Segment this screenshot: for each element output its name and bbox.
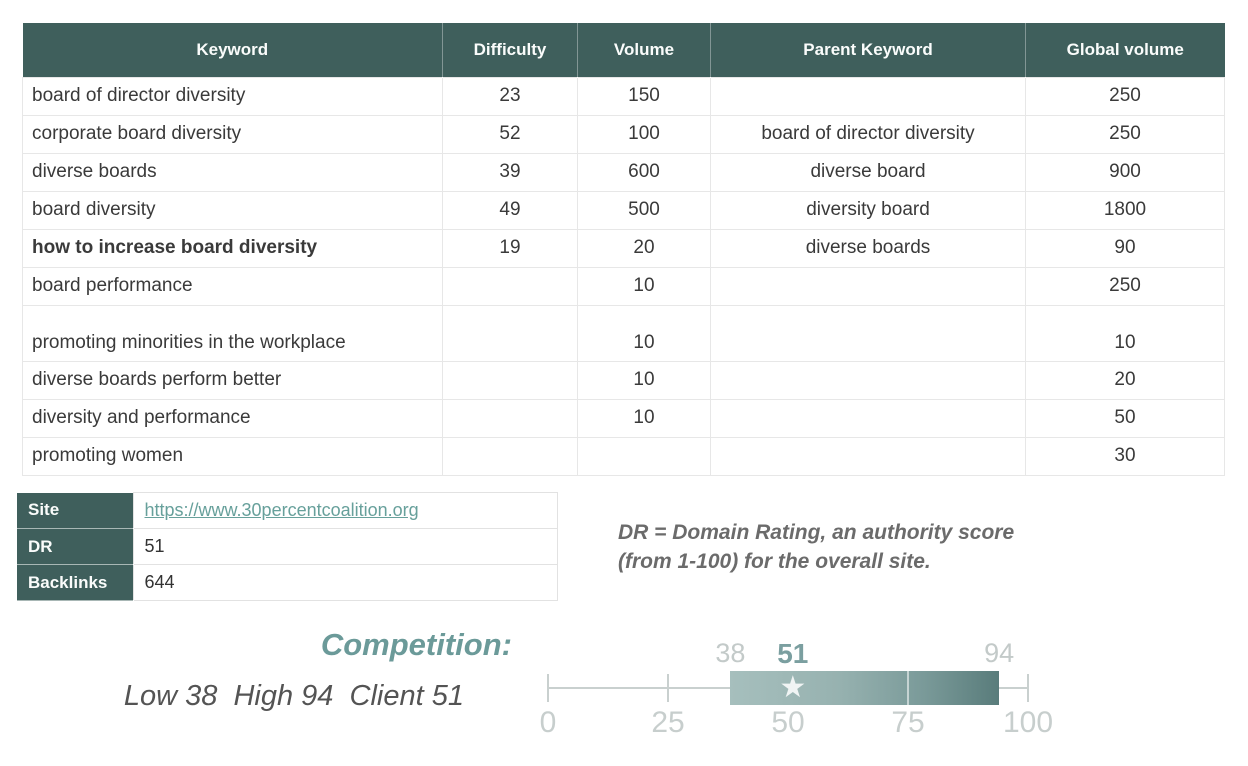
keyword-cell: how to increase board diversity <box>22 228 443 268</box>
keyword-cell: promoting minorities in the workplace <box>22 304 443 362</box>
global-volume-cell: 30 <box>1025 436 1225 476</box>
table-row: diverse boards 39 600 diverse board 900 <box>22 152 1225 192</box>
range-bar <box>730 671 1000 705</box>
global-volume-cell: 90 <box>1025 228 1225 268</box>
table-row: diverse boards perform better 10 20 <box>22 360 1225 400</box>
difficulty-cell <box>442 436 578 476</box>
table-row: how to increase board diversity 19 20 di… <box>22 228 1225 268</box>
table-row: corporate board diversity 52 100 board o… <box>22 114 1225 154</box>
difficulty-cell: 39 <box>442 152 578 192</box>
keyword-cell: board diversity <box>22 190 443 230</box>
parent-keyword-cell <box>710 76 1026 116</box>
table-row: promoting women 30 <box>22 436 1225 476</box>
parent-keyword-cell: diversity board <box>710 190 1026 230</box>
difficulty-cell <box>442 360 578 400</box>
parent-keyword-cell: diverse boards <box>710 228 1026 268</box>
keyword-research-table: Keyword Difficulty Volume Parent Keyword… <box>22 23 1225 476</box>
competition-title: Competition: <box>320 627 512 662</box>
site-info-row: Backlinks 644 <box>17 564 558 601</box>
dr-note-line2: (from 1-100) for the overall site. <box>618 550 931 573</box>
volume-cell: 100 <box>577 114 711 154</box>
range-low-label: 38 <box>715 638 746 668</box>
parent-keyword-cell <box>710 266 1026 306</box>
volume-cell: 10 <box>577 266 711 306</box>
site-info-value: 644 <box>132 564 558 601</box>
header-parent-keyword: Parent Keyword <box>710 23 1026 77</box>
global-volume-cell: 250 <box>1025 76 1225 116</box>
parent-keyword-cell: board of director diversity <box>710 114 1026 154</box>
global-volume-cell: 50 <box>1025 398 1225 438</box>
site-info-label: DR <box>17 528 133 565</box>
volume-cell: 500 <box>577 190 711 230</box>
header-difficulty: Difficulty <box>442 23 578 77</box>
keyword-cell: diverse boards <box>22 152 443 192</box>
axis-tick <box>1027 674 1029 702</box>
difficulty-cell: 52 <box>442 114 578 154</box>
parent-keyword-cell <box>710 436 1026 476</box>
table-row: board performance 10 250 <box>22 266 1225 306</box>
difficulty-cell <box>442 304 578 362</box>
competition-summary: Low 38 High 94 Client 51 <box>123 680 464 712</box>
global-volume-cell: 1800 <box>1025 190 1225 230</box>
volume-cell <box>577 436 711 476</box>
global-volume-cell: 20 <box>1025 360 1225 400</box>
axis-tick-label: 100 <box>1002 706 1054 739</box>
difficulty-cell: 19 <box>442 228 578 268</box>
keyword-table-header-row: Keyword Difficulty Volume Parent Keyword… <box>22 23 1225 77</box>
volume-cell: 20 <box>577 228 711 268</box>
dr-note: DR = Domain Rating, an authority score (… <box>618 518 1058 576</box>
header-volume: Volume <box>577 23 711 77</box>
parent-keyword-cell: diverse board <box>710 152 1026 192</box>
client-star-icon: ★ <box>779 671 807 704</box>
axis-tick <box>667 674 669 702</box>
site-info-row: DR 51 <box>17 528 558 565</box>
range-bar-divider <box>906 671 909 705</box>
axis-tick-label: 75 <box>891 706 925 739</box>
volume-cell: 150 <box>577 76 711 116</box>
volume-cell: 10 <box>577 304 711 362</box>
keyword-cell: board of director diversity <box>22 76 443 116</box>
parent-keyword-cell <box>710 304 1026 362</box>
site-info-row: Site https://www.30percentcoalition.org <box>17 492 558 529</box>
difficulty-cell: 23 <box>442 76 578 116</box>
difficulty-cell <box>442 266 578 306</box>
keyword-cell: diverse boards perform better <box>22 360 443 400</box>
axis-tick <box>547 674 549 702</box>
site-info-value: https://www.30percentcoalition.org <box>132 492 558 529</box>
parent-keyword-cell <box>710 398 1026 438</box>
range-client-label: 51 <box>777 638 809 669</box>
global-volume-cell: 900 <box>1025 152 1225 192</box>
site-link[interactable]: https://www.30percentcoalition.org <box>144 500 419 520</box>
range-high-label: 94 <box>984 638 1015 668</box>
volume-cell: 600 <box>577 152 711 192</box>
global-volume-cell: 250 <box>1025 266 1225 306</box>
table-row: board diversity 49 500 diversity board 1… <box>22 190 1225 230</box>
site-info-label: Site <box>17 492 133 529</box>
keyword-cell: promoting women <box>22 436 443 476</box>
table-row: board of director diversity 23 150 250 <box>22 76 1225 116</box>
keyword-cell: corporate board diversity <box>22 114 443 154</box>
keyword-cell: diversity and performance <box>22 398 443 438</box>
axis-tick-label: 25 <box>651 706 685 739</box>
axis-tick-label: 0 <box>539 706 557 739</box>
parent-keyword-cell <box>710 360 1026 400</box>
volume-cell: 10 <box>577 360 711 400</box>
volume-cell: 10 <box>577 398 711 438</box>
global-volume-cell: 10 <box>1025 304 1225 362</box>
site-info-value: 51 <box>132 528 558 565</box>
competition-scale: ★ 38 51 94 0 25 50 75 100 <box>540 630 1053 750</box>
keyword-cell: board performance <box>22 266 443 306</box>
global-volume-cell: 250 <box>1025 114 1225 154</box>
dr-note-line1: DR = Domain Rating, an authority score <box>618 521 1015 544</box>
axis-tick-label: 50 <box>771 706 805 739</box>
site-info-label: Backlinks <box>17 564 133 601</box>
difficulty-cell <box>442 398 578 438</box>
table-row: promoting minorities in the workplace 10… <box>22 304 1225 362</box>
header-global-volume: Global volume <box>1025 23 1225 77</box>
header-keyword: Keyword <box>22 23 443 77</box>
table-row: diversity and performance 10 50 <box>22 398 1225 438</box>
difficulty-cell: 49 <box>442 190 578 230</box>
site-info-table: Site https://www.30percentcoalition.org … <box>17 492 558 601</box>
